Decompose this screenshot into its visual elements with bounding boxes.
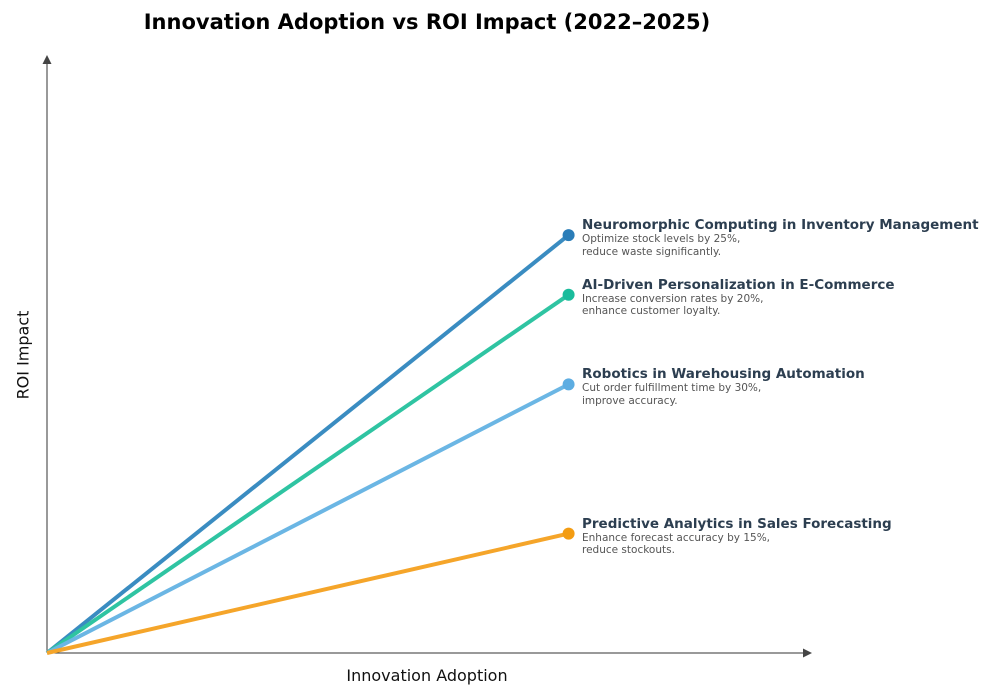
series-line-2 (46, 382, 570, 655)
annotation-2: Robotics in Warehousing Automation Cut or… (582, 366, 865, 407)
chart-title: Innovation Adoption vs ROI Impact (2022–… (143, 10, 711, 34)
series-endpoint-marker-1 (562, 288, 575, 301)
annotation-title: Robotics in Warehousing Automation (582, 366, 865, 383)
x-axis-arrow-icon (803, 648, 812, 658)
annotation-description: Optimize stock levels by 25%, reduce was… (582, 233, 741, 258)
annotation-title: AI-Driven Personalization in E-Commerce (582, 276, 895, 293)
annotation-3: Predictive Analytics in Sales Forecastin… (582, 516, 892, 557)
series-endpoint-marker-0 (562, 229, 575, 242)
annotation-0: Neuromorphic Computing in Inventory Mana… (582, 217, 979, 258)
annotation-description: Enhance forecast accuracy by 15%, reduce… (582, 531, 771, 557)
series-line-0 (45, 233, 570, 655)
annotation-title: Predictive Analytics in Sales Forecastin… (582, 515, 892, 532)
annotation-title: Neuromorphic Computing in Inventory Mana… (582, 217, 979, 234)
annotation-description: Increase conversion rates by 20%, enhanc… (582, 292, 764, 318)
series-line-1 (45, 293, 570, 655)
series-endpoint-marker-2 (562, 378, 575, 391)
annotation-1: AI-Driven Personalization in E-Commerce I… (582, 277, 895, 318)
y-axis-arrow-icon (42, 55, 52, 64)
annotation-description: Cut order fulfillment time by 30%, impro… (582, 382, 762, 407)
x-axis-label: Innovation Adoption (346, 666, 508, 685)
series-line-3 (46, 531, 570, 655)
series-endpoint-marker-3 (562, 527, 575, 540)
